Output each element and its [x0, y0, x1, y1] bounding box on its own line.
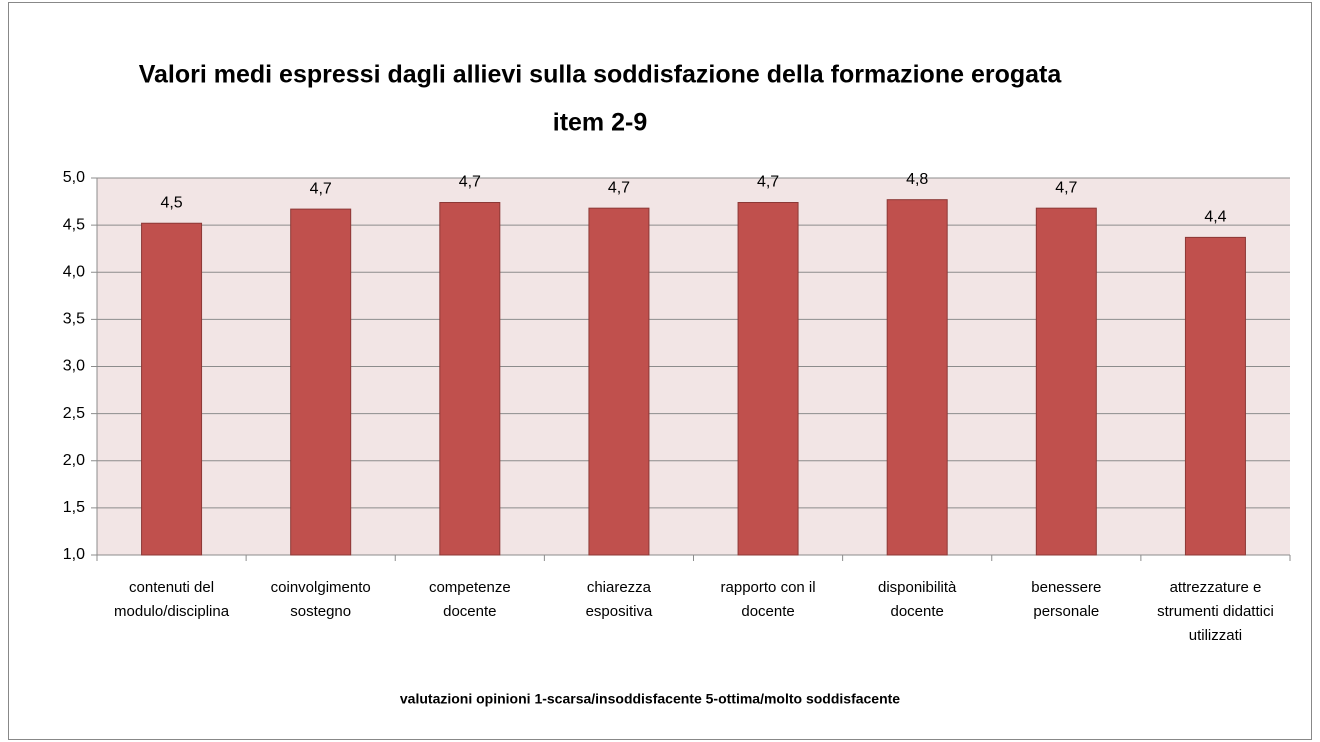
y-tick-label: 1,5: [63, 499, 85, 516]
x-tick-label-line: contenuti del: [129, 579, 214, 596]
x-tick-label-line: strumenti didattici: [1157, 603, 1274, 620]
y-tick-label: 2,0: [63, 452, 85, 469]
bar: [141, 222, 203, 556]
x-tick-label: chiarezza espositiva: [586, 579, 653, 620]
data-label: 4,7: [757, 174, 779, 191]
x-tick-label: disponibilità docente: [878, 579, 957, 620]
bar: [290, 208, 352, 556]
x-tick-label-line: competenze: [429, 579, 511, 596]
x-tick-label: attrezzature e strumenti didattici utilizz…: [1157, 579, 1274, 644]
bar: [1035, 207, 1097, 556]
x-tick-label: rapporto con il docente: [721, 579, 816, 620]
chart-title: Valori medi espressi dagli allievi sulla…: [139, 61, 1063, 89]
data-label: 4,7: [608, 179, 630, 196]
y-tick-label: 1,0: [63, 546, 85, 563]
data-label: 4,5: [160, 194, 182, 211]
y-tick-label: 3,0: [63, 358, 85, 375]
data-label: 4,4: [1204, 209, 1226, 226]
y-tick-label: 4,5: [63, 216, 85, 233]
x-tick-label-line: rapporto con il: [721, 579, 816, 596]
chart-subtitle: item 2-9: [553, 109, 647, 137]
x-tick-label-line: espositiva: [586, 603, 653, 620]
x-tick-label-line: modulo/disciplina: [114, 603, 230, 620]
x-tick-label-line: utilizzati: [1189, 627, 1242, 644]
x-tick-label-line: coinvolgimento: [271, 579, 371, 596]
bar: [588, 207, 650, 556]
x-tick-label: competenze docente: [429, 579, 511, 620]
x-tick-label-line: docente: [890, 603, 943, 620]
data-label: 4,8: [906, 171, 928, 188]
x-tick-label-line: attrezzature e: [1170, 579, 1262, 596]
data-label: 4,7: [459, 174, 481, 191]
y-tick-label: 2,5: [63, 405, 85, 422]
data-label: 4,7: [310, 180, 332, 197]
x-tick-label-line: docente: [741, 603, 794, 620]
x-axis-label: valutazioni opinioni 1-scarsa/insoddisfa…: [400, 691, 900, 707]
x-tick-label-line: benessere: [1031, 579, 1101, 596]
bar: [1184, 236, 1246, 556]
x-tick-label: coinvolgimento sostegno: [271, 579, 371, 620]
bar: [439, 202, 501, 556]
bar: [737, 202, 799, 556]
data-label: 4,7: [1055, 179, 1077, 196]
x-tick-label-line: docente: [443, 603, 496, 620]
x-tick-label-line: personale: [1033, 603, 1099, 620]
y-tick-label: 5,0: [63, 169, 85, 186]
x-tick-label: benessere personale: [1031, 579, 1101, 620]
bar: [886, 199, 948, 556]
y-tick-label: 3,5: [63, 311, 85, 328]
x-tick-label-line: chiarezza: [587, 579, 652, 596]
x-tick-label: contenuti del modulo/disciplina: [114, 579, 230, 620]
y-tick-label: 4,0: [63, 263, 85, 280]
x-tick-label-line: sostegno: [290, 603, 351, 620]
x-tick-label-line: disponibilità: [878, 579, 957, 596]
